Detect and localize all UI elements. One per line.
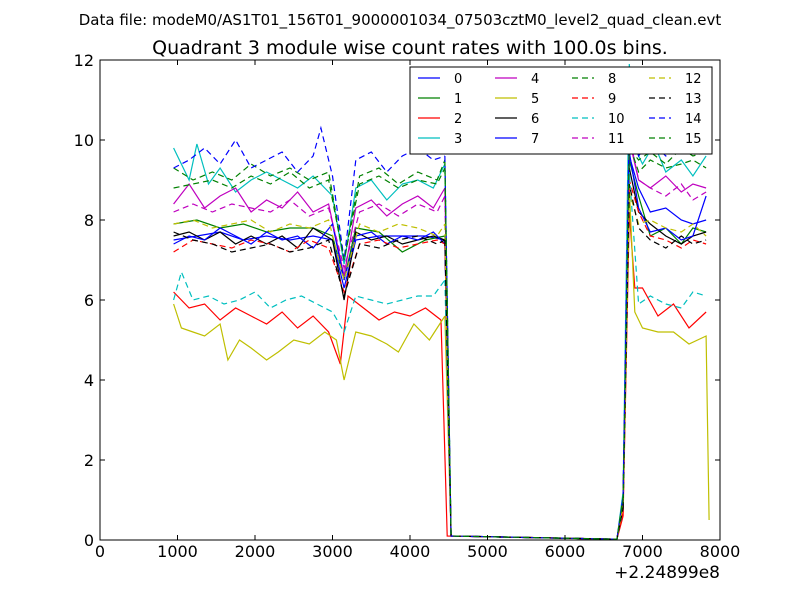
series-13-line-0 <box>173 231 446 299</box>
y-tick-label: 0 <box>84 531 94 550</box>
series-12-line-0 <box>173 219 446 283</box>
series-9-line-0 <box>173 239 446 294</box>
series-9-line-1 <box>622 179 707 513</box>
x-tick-label: 2000 <box>235 542 276 561</box>
x-tick-label: 1000 <box>157 542 198 561</box>
series-1-line-1 <box>622 159 707 501</box>
y-tick-label: 10 <box>74 131 94 150</box>
legend-label-13: 13 <box>685 92 702 107</box>
x-tick-label: 5000 <box>467 542 508 561</box>
chart-title: Quadrant 3 module wise count rates with … <box>152 37 668 59</box>
series-9-gap-line <box>444 243 624 540</box>
legend-label-0: 0 <box>454 72 462 87</box>
series-7-line-0 <box>173 222 446 281</box>
series-4-gap-line <box>444 187 624 540</box>
legend-label-10: 10 <box>608 112 625 127</box>
legend-label-11: 11 <box>608 132 625 147</box>
x-tick-label: 8000 <box>700 542 741 561</box>
series-6-gap-line <box>444 239 624 540</box>
legend-label-1: 1 <box>454 92 462 107</box>
x-tick-label: 6000 <box>545 542 586 561</box>
legend-box <box>409 66 713 155</box>
series-1-line-0 <box>173 219 446 281</box>
series-5-line-1 <box>622 187 710 521</box>
legend-label-7: 7 <box>531 132 539 147</box>
series-6-line-1 <box>622 167 707 501</box>
series-14-line-0 <box>173 125 446 261</box>
legend-label-8: 8 <box>608 72 616 87</box>
legend-label-5: 5 <box>531 92 539 107</box>
x-tick-label: 7000 <box>622 542 663 561</box>
series-2-gap-line <box>440 319 624 540</box>
y-tick-label: 2 <box>84 451 94 470</box>
series-0-gap-line <box>444 239 624 540</box>
series-8-gap-line <box>444 159 624 540</box>
legend-label-14: 14 <box>685 112 702 127</box>
series-13-line-1 <box>622 183 707 509</box>
x-tick-label: 3000 <box>312 542 353 561</box>
series-0-line-0 <box>173 231 446 289</box>
series-4-line-0 <box>173 182 446 277</box>
series-7-line-1 <box>622 151 707 501</box>
series-5-line-0 <box>173 303 446 381</box>
y-tick-label: 6 <box>84 291 94 310</box>
y-tick-label: 4 <box>84 371 94 390</box>
series-2-line-0 <box>173 291 442 365</box>
legend-label-4: 4 <box>531 72 539 87</box>
x-tick-labels: 0 1000 2000 3000 4000 5000 6000 7000 8000 <box>95 542 740 561</box>
legend-label-2: 2 <box>454 112 462 127</box>
y-tick-labels: 0 2 4 6 8 10 12 <box>74 51 94 550</box>
series-12-line-1 <box>622 191 707 505</box>
legend-label-3: 3 <box>454 132 462 147</box>
series-10-line-0 <box>173 270 446 334</box>
series-13-gap-line <box>444 239 624 540</box>
series-4-line-1 <box>622 139 707 501</box>
series-3-line-0 <box>173 143 446 265</box>
series-10-gap-line <box>444 279 624 540</box>
series-11-gap-line <box>444 195 624 540</box>
legend-label-15: 15 <box>685 132 702 147</box>
legend-label-9: 9 <box>608 92 616 107</box>
series-10-line-1 <box>622 171 707 509</box>
series-8-line-0 <box>173 159 446 261</box>
legend-label-6: 6 <box>531 112 539 127</box>
axis-ticks <box>99 59 721 541</box>
series-1-gap-line <box>444 235 624 540</box>
series-2-line-1 <box>622 211 707 517</box>
x-offset-label: +2.24899e8 <box>614 563 720 583</box>
figure-suptitle: Data file: modeM0/AS1T01_156T01_90000010… <box>79 11 722 30</box>
series-0-line-1 <box>622 155 707 501</box>
x-tick-label: 0 <box>95 542 105 561</box>
series-15-line-0 <box>173 167 446 261</box>
y-tick-label: 12 <box>74 51 94 70</box>
series-12-gap-line <box>444 223 624 540</box>
series-14-gap-line <box>444 155 624 540</box>
series-15-gap-line <box>444 167 624 540</box>
series-11-line-0 <box>173 195 446 271</box>
series-7-gap-line <box>444 243 624 540</box>
y-tick-label: 8 <box>84 211 94 230</box>
series-5-gap-line <box>444 315 624 540</box>
x-tick-label: 4000 <box>390 542 431 561</box>
legend-label-12: 12 <box>685 72 702 87</box>
series-6-line-0 <box>173 227 446 301</box>
series-3-gap-line <box>444 163 624 540</box>
